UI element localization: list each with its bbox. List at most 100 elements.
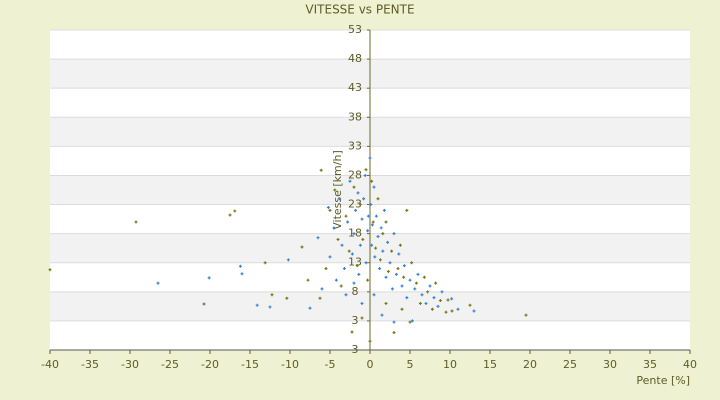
point xyxy=(468,303,472,307)
point xyxy=(400,284,404,288)
y-tick-label: 23 xyxy=(348,198,362,211)
point xyxy=(402,275,406,279)
point xyxy=(524,313,528,317)
point xyxy=(238,264,242,268)
point xyxy=(358,203,362,207)
point xyxy=(366,278,370,282)
point xyxy=(352,281,356,285)
point xyxy=(378,267,382,271)
point xyxy=(410,261,414,265)
x-tick-label: -10 xyxy=(281,358,299,371)
point xyxy=(360,301,364,305)
point xyxy=(324,267,328,271)
point xyxy=(413,287,417,291)
point xyxy=(432,296,436,300)
x-tick-label: 15 xyxy=(483,358,497,371)
point xyxy=(366,214,370,218)
point xyxy=(400,307,404,311)
x-axis-title: Pente [%] xyxy=(636,374,690,387)
point xyxy=(344,293,348,297)
point xyxy=(344,214,348,218)
point xyxy=(370,223,374,227)
point xyxy=(357,272,361,276)
x-tick-label: 30 xyxy=(603,358,617,371)
y-tick-label: 3 xyxy=(352,314,359,327)
y-tick-label: 33 xyxy=(348,139,362,152)
point xyxy=(350,252,354,256)
point xyxy=(390,287,394,291)
y-axis-title: Vitesse [km/h] xyxy=(331,150,344,230)
point xyxy=(450,297,454,301)
point xyxy=(394,272,398,276)
point xyxy=(364,168,368,172)
point xyxy=(228,213,232,217)
point xyxy=(233,209,237,213)
y-tick-label: 28 xyxy=(348,168,362,181)
point xyxy=(418,301,422,305)
point xyxy=(376,235,380,239)
point xyxy=(384,301,388,305)
point xyxy=(370,179,374,183)
point xyxy=(440,290,444,294)
point xyxy=(286,258,290,262)
point xyxy=(446,298,450,302)
point xyxy=(362,197,366,201)
point xyxy=(338,197,342,201)
point xyxy=(320,287,324,291)
point xyxy=(202,302,206,306)
point xyxy=(255,303,259,307)
x-tick-label: -15 xyxy=(241,358,259,371)
point xyxy=(420,293,424,297)
point xyxy=(426,290,430,294)
point xyxy=(354,208,358,212)
point xyxy=(306,278,310,282)
x-tick-label: -40 xyxy=(41,358,59,371)
point xyxy=(392,331,396,335)
point xyxy=(384,275,388,279)
point xyxy=(363,173,367,177)
point xyxy=(300,245,304,249)
point xyxy=(48,268,52,272)
x-tick-label: -30 xyxy=(121,358,139,371)
point xyxy=(352,232,356,236)
point xyxy=(422,275,426,279)
y-tick-label: 38 xyxy=(348,110,362,123)
point xyxy=(318,296,322,300)
point xyxy=(386,240,390,244)
point xyxy=(382,208,386,212)
point xyxy=(340,243,344,247)
point xyxy=(270,293,274,297)
point xyxy=(134,220,138,224)
point xyxy=(358,243,362,247)
point xyxy=(285,296,289,300)
point xyxy=(390,249,394,253)
point xyxy=(332,226,336,230)
x-tick-label: 5 xyxy=(407,358,414,371)
point xyxy=(386,269,390,273)
point xyxy=(392,232,396,236)
point xyxy=(428,284,432,288)
x-tick-label: 0 xyxy=(367,358,374,371)
point xyxy=(352,185,356,189)
point xyxy=(384,220,388,224)
point xyxy=(472,309,476,313)
point xyxy=(334,278,338,282)
x-tick-label: 35 xyxy=(643,358,657,371)
y-tick-label: 13 xyxy=(348,256,362,269)
x-tick-label: -5 xyxy=(325,358,336,371)
point xyxy=(361,237,365,241)
point xyxy=(388,261,392,265)
point xyxy=(240,272,244,276)
y-tick-label: 53 xyxy=(348,23,362,36)
point xyxy=(326,205,330,209)
x-tick-label: 10 xyxy=(443,358,457,371)
point xyxy=(328,208,332,212)
point xyxy=(380,313,384,317)
point xyxy=(416,272,420,276)
point xyxy=(316,236,320,240)
point xyxy=(369,203,373,207)
point xyxy=(328,255,332,259)
point xyxy=(434,281,438,285)
point xyxy=(408,278,412,282)
point xyxy=(438,299,442,303)
